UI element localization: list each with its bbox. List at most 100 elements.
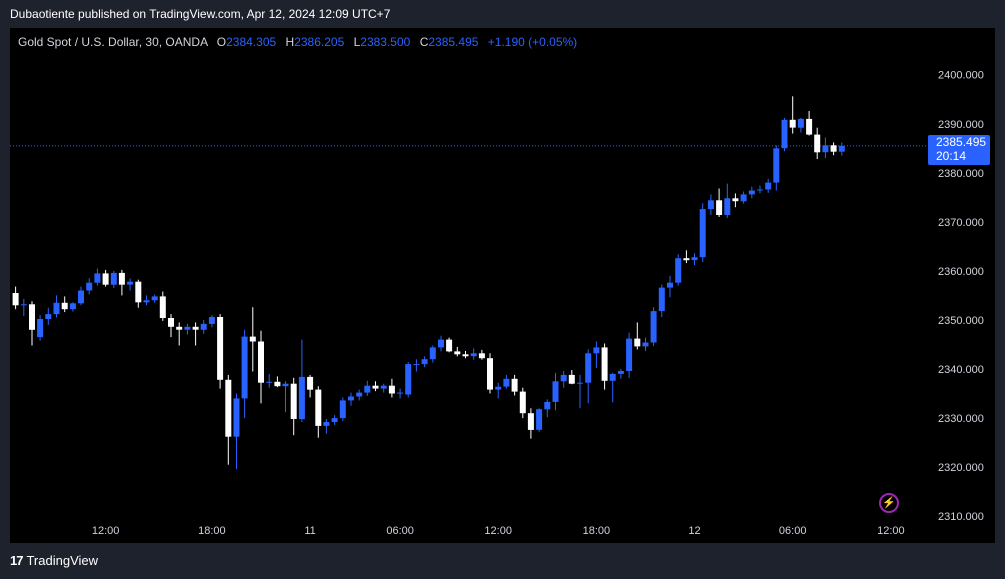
- candle-body: [511, 378, 518, 392]
- candle-body: [61, 302, 68, 310]
- candle-body: [658, 287, 665, 312]
- candle-body: [724, 198, 731, 215]
- bar-countdown: 20:14: [936, 149, 967, 163]
- candle-body: [773, 148, 780, 183]
- candle-body: [176, 326, 183, 330]
- candle-body: [192, 326, 199, 330]
- symbol-name[interactable]: Gold Spot / U.S. Dollar, 30, OANDA: [18, 35, 208, 49]
- candle-body: [716, 200, 723, 215]
- y-tick-label: 2350.000: [938, 315, 984, 327]
- low-label: L: [353, 35, 361, 49]
- candle-body: [282, 383, 289, 387]
- last-price-tag: 2385.495 20:14: [928, 135, 990, 165]
- candle-body: [159, 296, 166, 318]
- candle-body: [667, 282, 673, 288]
- candle-body: [323, 422, 330, 426]
- candle-body: [225, 379, 232, 437]
- candle-body: [397, 392, 404, 394]
- candle-body: [151, 296, 158, 301]
- candle-body: [732, 198, 739, 202]
- x-tick-label: 12:00: [92, 525, 120, 537]
- candle-body: [331, 418, 338, 422]
- candle-body: [127, 281, 134, 285]
- candle-body: [707, 200, 714, 210]
- lightning-icon[interactable]: ⚡: [879, 493, 899, 513]
- candle-body: [454, 351, 461, 355]
- candle-body: [217, 317, 224, 380]
- candle-body: [405, 364, 412, 395]
- candle-body: [364, 385, 371, 393]
- candle-body: [495, 386, 502, 390]
- candle-body: [699, 209, 706, 258]
- x-tick-label: 11: [304, 525, 315, 537]
- candle-body: [789, 119, 796, 128]
- candle-body: [102, 273, 109, 285]
- candle-body: [339, 400, 346, 419]
- candle-body: [748, 190, 755, 195]
- candle-body: [552, 381, 559, 402]
- candle-body: [527, 413, 534, 430]
- publish-header: Dubaotiente published on TradingView.com…: [0, 0, 1005, 28]
- candle-body: [372, 385, 379, 389]
- candle-body: [200, 323, 207, 330]
- y-tick-label: 2360.000: [938, 266, 984, 278]
- tradingview-logo[interactable]: 17 TradingView: [10, 553, 98, 568]
- candle-body: [380, 385, 387, 389]
- candle-body: [135, 281, 142, 303]
- candle-body: [184, 326, 191, 330]
- chart-area[interactable]: 2310.000 2320.000 2330.000 2340.000 2350.000…: [10, 28, 995, 543]
- candle-body: [258, 341, 264, 383]
- close-value: 2385.495: [428, 35, 479, 49]
- candle-body: [560, 374, 567, 382]
- candle-body: [806, 118, 813, 135]
- candle-body: [241, 336, 248, 399]
- candle-body: [822, 145, 829, 153]
- candle-body: [53, 302, 60, 315]
- candle-body: [617, 371, 624, 374]
- tradingview-logo-icon: 17: [10, 553, 24, 568]
- x-tick-label: 12:00: [877, 525, 905, 537]
- candle-body: [519, 391, 526, 414]
- candle-body: [45, 314, 52, 319]
- candle-body: [29, 304, 35, 330]
- candle-body: [208, 317, 215, 324]
- candle-body: [446, 339, 453, 352]
- y-tick-label: 2370.000: [938, 217, 984, 229]
- open-label: O: [216, 35, 227, 49]
- candle-body: [814, 134, 821, 153]
- candle-body: [740, 194, 747, 202]
- x-tick-label: 06:00: [386, 525, 414, 537]
- candle-body: [544, 401, 551, 410]
- candlestick-chart[interactable]: 2310.000 2320.000 2330.000 2340.000 2350.000…: [10, 28, 995, 543]
- candle-body: [536, 409, 543, 430]
- candle-body: [110, 272, 117, 285]
- candle-body: [290, 383, 297, 419]
- last-price: 2385.495: [936, 135, 987, 149]
- low-value: 2383.500: [360, 35, 411, 49]
- candle-body: [838, 145, 845, 152]
- candle-body: [634, 338, 641, 347]
- candle-body: [233, 398, 240, 437]
- candle-body: [298, 376, 305, 420]
- candle-body: [37, 319, 44, 338]
- x-tick-label: 18:00: [198, 525, 226, 537]
- candle-body: [585, 353, 592, 383]
- candle-body: [601, 347, 608, 381]
- y-tick-label: 2380.000: [938, 168, 984, 180]
- candle-body: [348, 396, 354, 401]
- candle-body: [503, 378, 510, 387]
- candle-body: [69, 303, 76, 310]
- candle-body: [413, 364, 420, 366]
- candle-body: [315, 389, 322, 426]
- candle-body: [781, 119, 788, 149]
- candle-body: [683, 258, 690, 261]
- candle-body: [421, 359, 428, 365]
- candle-body: [274, 381, 281, 387]
- candle-body: [487, 358, 493, 390]
- candle-body: [356, 392, 363, 397]
- y-tick-label: 2310.000: [938, 511, 984, 523]
- close-label: C: [419, 35, 429, 49]
- candle-body: [691, 257, 698, 261]
- candle-body: [675, 258, 682, 283]
- candle-body: [94, 273, 101, 283]
